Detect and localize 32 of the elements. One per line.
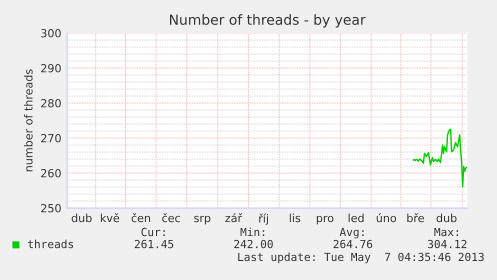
y-tick-label: 300	[41, 29, 61, 38]
x-tick-label: dub	[72, 214, 92, 222]
y-tick-label: 280	[41, 99, 61, 108]
x-tick-label: pro	[316, 216, 334, 224]
text: 264.76	[334, 240, 372, 248]
y-axis-title: number of threads	[24, 69, 33, 172]
chart-title: Number of threads - by year	[170, 14, 366, 28]
text: 242.00	[234, 240, 273, 248]
x-tick-label: srp	[194, 216, 210, 224]
line-series	[412, 128, 468, 188]
text: 261.45	[134, 240, 174, 248]
y-tick-label: 290	[41, 64, 61, 72]
x-tick-label: čen	[132, 213, 150, 222]
x-tick-label: kvě	[100, 213, 120, 222]
legend-label: threads	[28, 240, 74, 248]
y-tick-label: 250	[41, 204, 61, 212]
text: Avg:	[340, 228, 364, 238]
y-tick-label: 260	[41, 169, 61, 178]
text: Max:	[434, 228, 458, 236]
text: Last update: Tue May 7 04:35:46 2013	[238, 252, 484, 264]
text: 304.12	[428, 240, 466, 248]
x-tick-label: bře	[407, 213, 424, 222]
x-tick-label: čec	[162, 213, 180, 222]
x-tick-label: led	[348, 214, 364, 222]
x-tick-label: zář	[225, 213, 242, 222]
y-tick-label: 270	[41, 134, 61, 142]
text: Min:	[240, 228, 264, 236]
x-tick-label: úno	[376, 213, 396, 222]
x-tick-label: lis	[290, 214, 300, 222]
x-tick-label: říj	[259, 214, 268, 225]
x-tick-label: dub	[436, 214, 457, 222]
text: Cur:	[141, 228, 165, 236]
